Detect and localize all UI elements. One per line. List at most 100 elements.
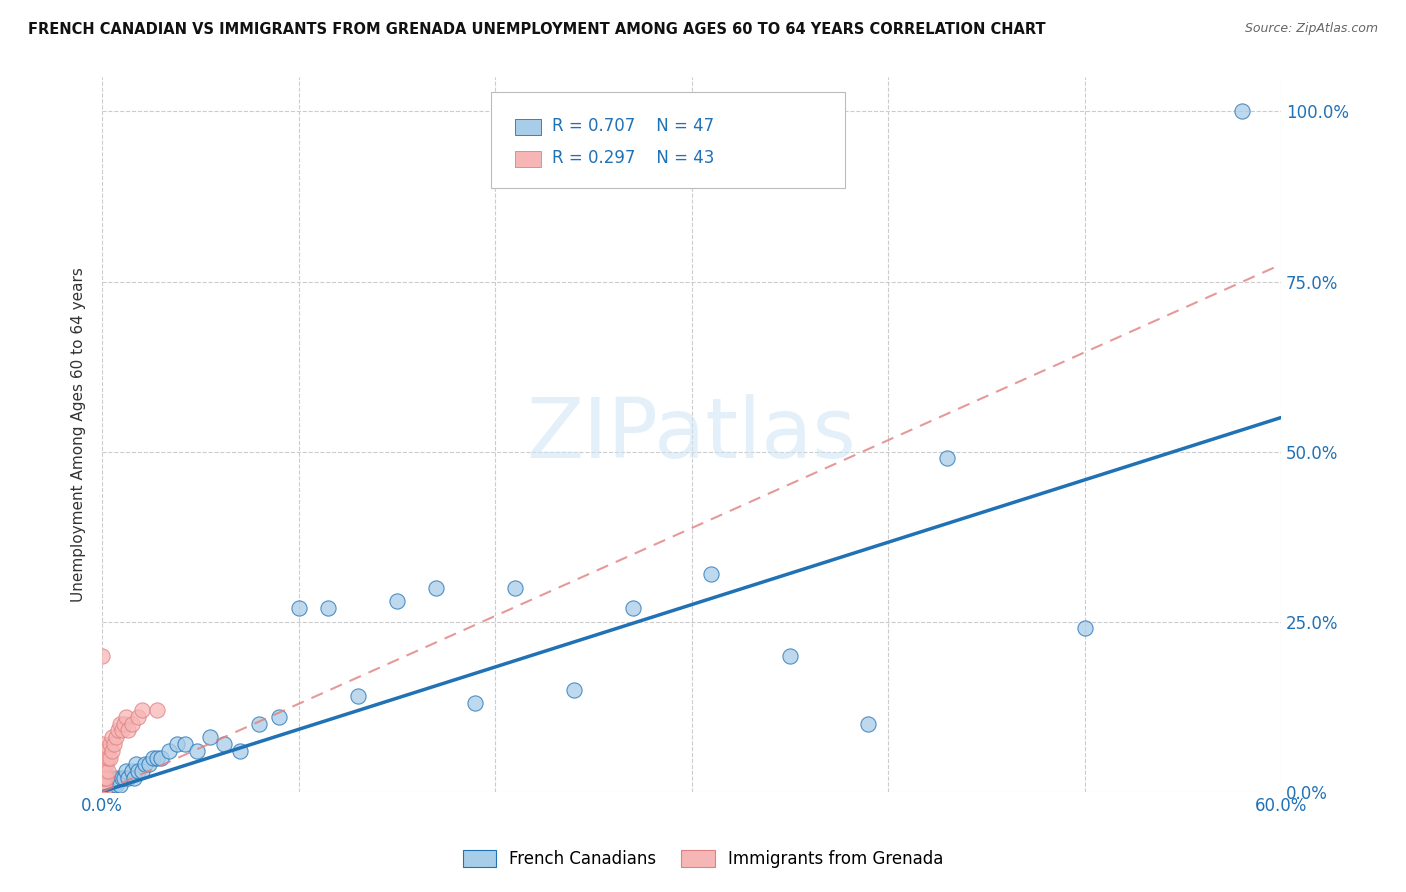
Point (316, 601, 339, 615)
Point (111, 723, 134, 738)
Point (146, 703, 169, 717)
Point (91, 744, 114, 758)
Point (117, 723, 139, 738)
Point (287, 601, 309, 615)
Point (91, 778, 114, 792)
Point (150, 750, 173, 764)
Point (103, 778, 125, 792)
Point (97, 764, 120, 779)
Point (93, 764, 115, 779)
Point (212, 737, 235, 751)
Point (131, 703, 153, 717)
Text: ZIPatlas: ZIPatlas (527, 394, 856, 475)
Point (101, 744, 124, 758)
Point (108, 716, 131, 731)
Point (91, 764, 114, 779)
Point (91, 757, 114, 772)
Point (101, 731, 124, 745)
Point (112, 716, 135, 731)
Point (107, 723, 129, 738)
Point (700, 567, 723, 582)
FancyBboxPatch shape (491, 92, 845, 188)
Point (91, 771, 114, 785)
FancyBboxPatch shape (515, 151, 541, 167)
Point (91, 737, 114, 751)
Point (93, 785, 115, 799)
Point (93, 785, 115, 799)
Point (103, 737, 125, 751)
Point (114, 710, 136, 724)
Point (97, 778, 120, 792)
Point (385, 594, 408, 608)
Point (98, 785, 121, 799)
Y-axis label: Unemployment Among Ages 60 to 64 years: Unemployment Among Ages 60 to 64 years (72, 267, 86, 602)
Point (114, 764, 136, 779)
Point (94, 757, 117, 772)
Point (124, 757, 146, 772)
Point (91, 764, 114, 779)
Point (91, 750, 114, 764)
Text: FRENCH CANADIAN VS IMMIGRANTS FROM GRENADA UNEMPLOYMENT AMONG AGES 60 TO 64 YEAR: FRENCH CANADIAN VS IMMIGRANTS FROM GRENA… (28, 22, 1046, 37)
Point (138, 757, 160, 772)
Point (117, 771, 139, 785)
Point (503, 581, 526, 595)
Point (104, 731, 127, 745)
Point (131, 764, 153, 779)
Point (200, 731, 222, 745)
Text: R = 0.297    N = 43: R = 0.297 N = 43 (553, 149, 714, 167)
Point (107, 771, 129, 785)
Point (91, 778, 114, 792)
Point (94, 785, 117, 799)
Point (142, 750, 165, 764)
Point (166, 737, 188, 751)
Point (91, 785, 114, 799)
Point (562, 682, 585, 697)
Point (621, 601, 644, 615)
Point (93, 757, 115, 772)
Point (1073, 622, 1095, 636)
Point (98, 737, 121, 751)
Point (1230, 104, 1253, 119)
Point (122, 771, 145, 785)
Point (936, 451, 959, 466)
Point (121, 716, 143, 731)
Point (247, 716, 270, 731)
Point (112, 771, 135, 785)
Point (91, 750, 114, 764)
Point (127, 710, 149, 724)
Point (104, 778, 127, 792)
Point (127, 764, 149, 779)
Point (173, 737, 195, 751)
Point (346, 690, 368, 704)
Point (91, 757, 114, 772)
Point (91, 785, 114, 799)
Point (108, 778, 131, 792)
Point (229, 744, 252, 758)
Point (91, 771, 114, 785)
Point (186, 744, 208, 758)
Point (91, 648, 114, 663)
Point (111, 771, 134, 785)
Point (97, 750, 120, 764)
Point (134, 757, 156, 772)
Point (94, 744, 117, 758)
Point (464, 696, 486, 710)
Point (425, 581, 447, 595)
Point (101, 771, 124, 785)
Point (93, 771, 115, 785)
Point (121, 764, 143, 779)
Point (93, 778, 115, 792)
Point (858, 716, 880, 731)
Point (146, 750, 169, 764)
Point (91, 785, 114, 799)
Point (779, 648, 801, 663)
Point (98, 750, 121, 764)
FancyBboxPatch shape (515, 119, 541, 135)
Legend: French Canadians, Immigrants from Grenada: French Canadians, Immigrants from Grenad… (456, 843, 950, 875)
Point (157, 744, 180, 758)
Point (94, 771, 117, 785)
Point (267, 710, 290, 724)
Text: R = 0.707    N = 47: R = 0.707 N = 47 (553, 117, 714, 135)
Point (91, 785, 114, 799)
Text: Source: ZipAtlas.com: Source: ZipAtlas.com (1244, 22, 1378, 36)
